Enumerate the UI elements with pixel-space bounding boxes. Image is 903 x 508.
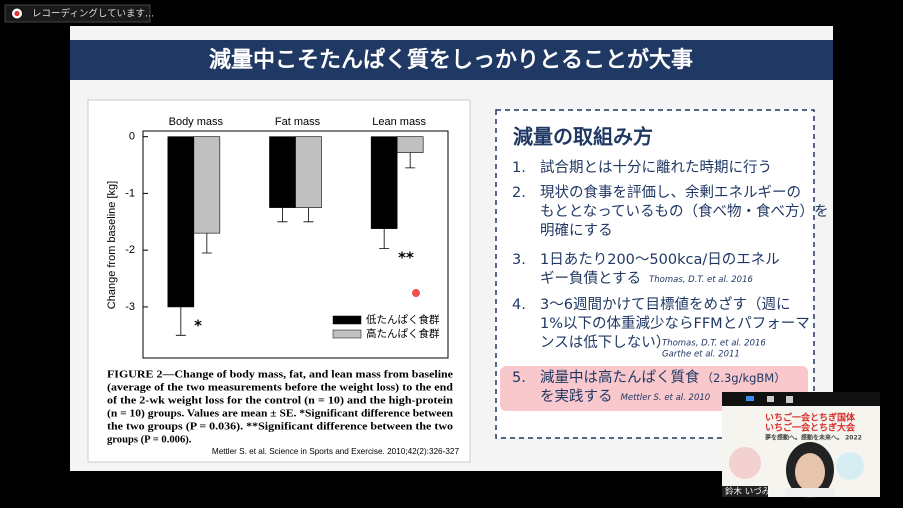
y-tick-label: -3 — [125, 301, 135, 313]
item-number: 3. — [512, 252, 526, 268]
item-number: 1. — [512, 160, 526, 176]
item-text: 明確にする — [540, 222, 613, 239]
item-text: ンスは低下しない） — [540, 334, 670, 351]
item-reference: Mettler S. et al. 2010 — [621, 393, 711, 403]
figure-caption: FIGURE 2—Change of body mass, fat, and l… — [107, 369, 453, 380]
legend-swatch — [332, 315, 362, 325]
item-text: 現状の食事を評価し、余剰エネルギーの — [540, 183, 801, 201]
panel-heading: 減量の取組み方 — [513, 125, 653, 149]
item-text: もととなっているもの（食べ物・食べ方）を — [540, 203, 829, 220]
item-text: 3～6週間かけて目標値をめざす（週に — [540, 295, 790, 313]
legend-label: 低たんぱく食群 — [366, 313, 440, 326]
item-text: を実践する Mettler S. et al. 2010 — [540, 388, 710, 405]
item-line: 試合期とは十分に離れた時期に行う — [540, 158, 772, 176]
logo-mark-2 — [836, 452, 864, 480]
recording-bar[interactable] — [4, 4, 151, 23]
legend-label: 高たんぱく食群 — [366, 327, 440, 340]
error-bar — [379, 228, 390, 249]
item-line: 減量中は高たんぱく質食 — [540, 368, 700, 386]
error-bar — [303, 207, 314, 223]
layout-button[interactable] — [767, 396, 774, 402]
item-number: 4. — [512, 297, 526, 313]
participant-name: 鈴木 いづみ — [725, 486, 771, 497]
item-text: 1%以下の体重減少ならFFMとパフォーマ — [540, 315, 810, 332]
error-bar — [405, 152, 416, 169]
bar — [193, 136, 221, 234]
item-line: 3～6週間かけて目標値をめざす（週に — [540, 295, 790, 313]
plot-frame — [142, 130, 449, 359]
item-line: ンスは低下しない） — [540, 334, 670, 351]
figure-caption: groups (P = 0.006). — [107, 434, 192, 445]
video-toolbar — [722, 392, 880, 406]
error-bar — [175, 306, 186, 336]
bar — [167, 136, 195, 308]
person-face — [795, 453, 825, 491]
logo-mark — [729, 447, 761, 479]
item-text: ギー負債とする Thomas, D.T. et al. 2016 — [540, 270, 753, 287]
item-text: 減量中は高たんぱく質食 （2.3g/kgBM） — [540, 368, 786, 386]
figure-caption: (n = 10) groups. Values are mean ± SE. *… — [107, 408, 453, 419]
item-number: 2. — [512, 185, 526, 201]
y-tick-label: -1 — [125, 187, 135, 199]
significance-mark: ** — [398, 249, 414, 267]
x-category-label: Lean mass — [372, 116, 426, 128]
bar — [269, 136, 296, 208]
event-banner: いちご一会とちぎ大会 — [765, 422, 856, 434]
recording-text: レコーディングしています... — [32, 8, 154, 20]
significance-mark: * — [194, 317, 202, 335]
x-category-label: Body mass — [169, 116, 224, 128]
item-reference: Garthe et al. 2011 — [662, 350, 740, 360]
view-button[interactable] — [746, 396, 754, 401]
item-reference: Thomas, D.T. et al. 2016 — [662, 339, 766, 349]
figure-caption: (average of the two measurements before … — [107, 382, 453, 393]
bar — [295, 136, 322, 208]
x-category-label: Fat mass — [275, 116, 321, 128]
item-number: 5. — [512, 370, 526, 386]
item-line: 1%以下の体重減少ならFFMとパフォーマ — [540, 315, 810, 332]
title-bar — [70, 40, 833, 80]
cursor-pointer — [412, 289, 420, 297]
name-tag — [722, 486, 768, 497]
item-text: 試合期とは十分に離れた時期に行う — [540, 158, 772, 176]
recording-dot — [14, 10, 20, 17]
bar — [370, 136, 398, 229]
item-text: 1日あたり200～500kca/日のエネル — [540, 251, 780, 268]
item-line: 1日あたり200～500kca/日のエネル — [540, 251, 780, 268]
item-line: 明確にする — [540, 222, 613, 239]
error-bar — [277, 207, 288, 223]
slide-title: 減量中こそたんぱく質をしっかりとることが大事 — [209, 47, 693, 73]
item-line: 現状の食事を評価し、余剰エネルギーの — [540, 183, 801, 201]
y-tick-label: 0 — [129, 131, 135, 143]
bar — [396, 136, 424, 153]
figure-caption: of the 2-wk weight loss for the control … — [107, 395, 453, 406]
figure-citation: Mettler S. et al. Science in Sports and … — [212, 447, 460, 456]
grid-button[interactable] — [786, 396, 793, 403]
item-note: （2.3g/kgBM） — [702, 371, 786, 385]
figure-caption: the two groups (P = 0.036). **Significan… — [107, 421, 453, 432]
y-axis-label: Change from baseline [kg] — [106, 181, 118, 309]
item-reference: Thomas, D.T. et al. 2016 — [649, 275, 753, 285]
error-bar — [201, 233, 212, 254]
event-banner: いちご一会とちぎ国体 — [765, 412, 856, 424]
item-line: もととなっているもの（食べ物・食べ方）を — [540, 203, 829, 220]
y-tick-label: -2 — [125, 244, 135, 256]
person-shirt — [785, 488, 835, 497]
event-banner: 夢を感動へ。感動を未来へ。 2022 — [765, 434, 862, 442]
item-line: ギー負債とする — [540, 270, 641, 287]
item-line: を実践する — [540, 388, 613, 405]
legend-swatch — [332, 329, 362, 339]
